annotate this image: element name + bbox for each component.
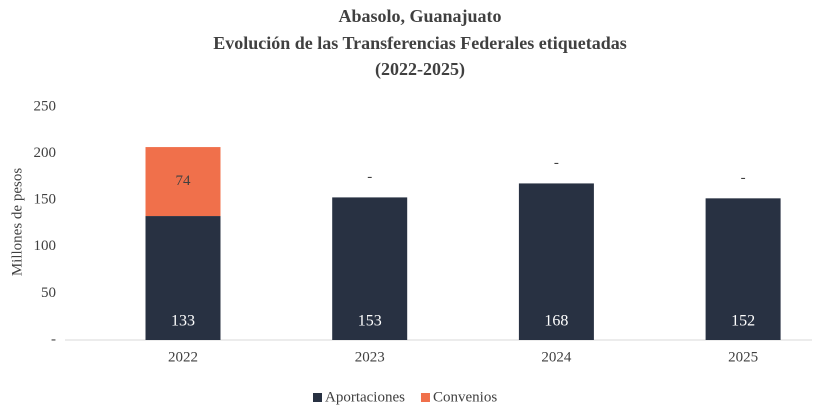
legend-swatch [420,393,430,402]
data-label: - [367,169,372,185]
y-tick-label: 250 [34,98,57,114]
data-label: - [741,170,746,186]
y-tick-label: 200 [34,145,57,161]
chart-title: Abasolo, Guanajuato [338,6,501,26]
data-label: 74 [176,173,192,189]
data-label: - [554,155,559,171]
bar-segment [705,198,781,340]
data-label: 153 [358,313,382,330]
y-tick-label: 50 [41,285,56,301]
legend-label: Aportaciones [325,389,405,405]
y-axis-label: Millones de pesos [9,168,25,276]
y-tick-label: 100 [34,238,57,254]
bar-segment [518,183,594,340]
x-tick-label: 2025 [728,349,758,365]
bar-segment [145,147,221,217]
data-label: 168 [544,313,568,330]
data-label: 133 [171,313,195,330]
legend-label: Convenios [433,389,497,405]
data-label: 152 [731,313,755,330]
chart-title: Evolución de las Transferencias Federale… [213,33,627,53]
legend-swatch [313,393,322,402]
bar-segment [145,216,221,340]
x-tick-label: 2024 [541,349,572,365]
x-tick-label: 2022 [168,349,198,365]
y-tick-label: 150 [34,192,57,208]
chart-title: (2022-2025) [375,59,465,80]
x-tick-label: 2023 [355,349,385,365]
bar-segment [332,197,408,340]
y-tick-label: - [51,331,56,347]
